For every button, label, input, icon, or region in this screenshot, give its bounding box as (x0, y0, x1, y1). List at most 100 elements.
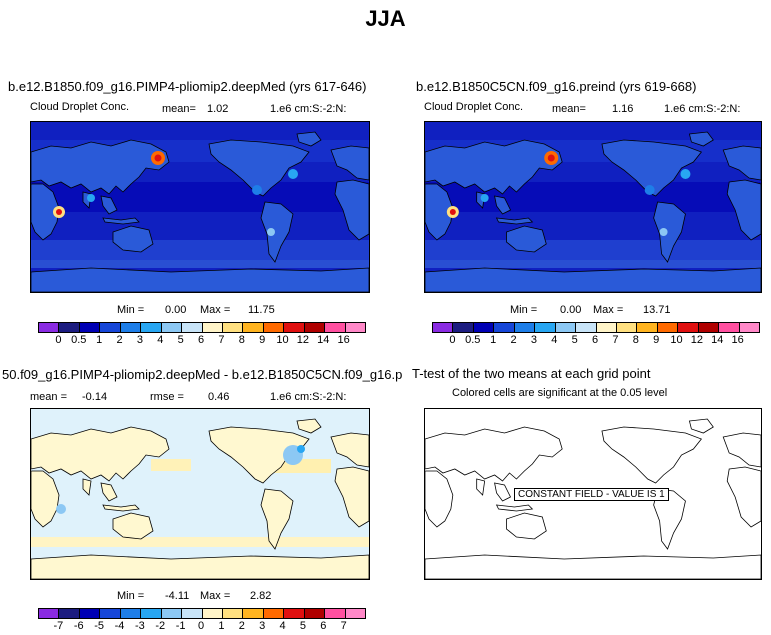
panel2-units: 1.e6 cm:S:-2:N: (664, 103, 741, 115)
colorbar-tick-label: -7 (53, 620, 64, 632)
colorbar-swatch (555, 323, 577, 332)
panel1-max-label: Max = (200, 304, 231, 316)
colorbar-swatch (120, 609, 142, 618)
colorbar-swatch (202, 609, 223, 618)
panel3-units: 1.e6 cm:S:-2:N: (270, 391, 347, 403)
continent-outline (330, 432, 369, 468)
latitude-band (425, 260, 761, 268)
continent-outline (100, 482, 118, 502)
colorbar-swatch (494, 323, 515, 332)
panel2-min-label: Min = (510, 304, 538, 316)
colorbar-swatch (120, 323, 142, 332)
panel2-map (424, 121, 762, 293)
latitude-band (425, 182, 761, 212)
panel3-colorbar (38, 608, 366, 619)
continent-outline (330, 145, 369, 181)
continent-outline (260, 488, 294, 550)
colorbar-swatch (719, 323, 740, 332)
colorbar-tick-label: 8 (238, 334, 245, 346)
colorbar-swatch (141, 323, 162, 332)
colorbar-swatch (182, 609, 203, 618)
panel1-variable: Cloud Droplet Conc. (30, 101, 130, 113)
continent-outline (425, 470, 454, 528)
colorbar-tick-label: 9 (259, 334, 266, 346)
continent-outline (208, 426, 310, 484)
colorbar-swatch (243, 323, 264, 332)
colorbar-swatch (39, 323, 60, 332)
colorbar-swatch (637, 323, 658, 332)
panel2-mean-value: 1.16 (612, 103, 634, 115)
continent-outline (601, 139, 703, 197)
continent-outline (425, 267, 761, 292)
colorbar-swatch (345, 323, 365, 332)
panel2-max-label: Max = (593, 304, 624, 316)
continent-outline (425, 183, 454, 241)
panel2-min-value: 0.00 (560, 304, 582, 316)
colorbar-swatch (202, 323, 223, 332)
panel1-mean-label: mean= (162, 103, 196, 115)
colorbar-swatch (473, 323, 495, 332)
continent-outline (425, 139, 563, 195)
colorbar-tick-label: 0 (55, 334, 62, 346)
panel3-max-label: Max = (200, 590, 231, 602)
continent-outline (31, 267, 369, 292)
continent-outline (506, 512, 547, 540)
colorbar-tick-label: 16 (731, 334, 744, 346)
panel2-max-value: 13.71 (643, 304, 671, 316)
panel2-mean-label: mean= (552, 103, 586, 115)
colorbar-swatch (222, 609, 244, 618)
continent-outline (102, 217, 140, 225)
panel3-map (30, 408, 370, 580)
panel4-constant-field-label: CONSTANT FIELD - VALUE IS 1 (514, 488, 669, 501)
high-concentration-spot (680, 169, 691, 179)
colorbar-swatch (453, 323, 474, 332)
continent-outline (31, 470, 60, 528)
panel3-colorbar-ticks: -7 -6 -5 -4 -3 -2 -1 0 1 2 3 4 5 6 7 (38, 620, 364, 632)
high-concentration-spot (644, 185, 655, 195)
colorbar-tick-label: 16 (337, 334, 350, 346)
continent-outline (102, 504, 140, 512)
field-patch (31, 537, 369, 547)
latitude-band (425, 240, 761, 260)
continent-outline (722, 432, 761, 468)
colorbar-tick-label: 3 (530, 334, 537, 346)
panel1-colorbar-ticks: 0 0.5 1 2 3 4 5 6 7 8 9 10 12 14 16 (38, 334, 364, 346)
colorbar-tick-label: 12 (690, 334, 703, 346)
panel3-mean-value: -0.14 (82, 391, 108, 403)
colorbar-tick-label: 12 (296, 334, 309, 346)
colorbar-swatch (161, 323, 183, 332)
continent-outline (494, 482, 512, 502)
continent-outline (494, 195, 512, 215)
colorbar-tick-label: -2 (155, 620, 166, 632)
panel3-title: 50.f09_g16.PIMP4-pliomip2.deepMed - b.e1… (2, 367, 402, 382)
latitude-band (31, 260, 369, 268)
colorbar-swatch (161, 609, 183, 618)
continent-outline (31, 426, 170, 482)
colorbar-swatch (616, 323, 638, 332)
colorbar-swatch (59, 323, 80, 332)
colorbar-swatch (325, 323, 346, 332)
colorbar-tick-label: 5 (177, 334, 184, 346)
colorbar-swatch (657, 323, 679, 332)
high-concentration-spot (480, 194, 489, 202)
panel2-colorbar-ticks: 0 0.5 1 2 3 4 5 6 7 8 9 10 12 14 16 (432, 334, 758, 346)
colorbar-tick-label: 0 (449, 334, 456, 346)
panel3-min-label: Min = (117, 590, 145, 602)
colorbar-swatch (263, 323, 285, 332)
colorbar-tick-label: 1 (218, 620, 225, 632)
panel1-max-value: 11.75 (248, 304, 275, 316)
continent-outline (476, 478, 486, 496)
panel1-min-value: 0.00 (165, 304, 187, 316)
colorbar-tick-label: 1 (490, 334, 497, 346)
panel1-mean-value: 1.02 (207, 103, 229, 115)
panel1-units: 1.e6 cm:S:-2:N: (270, 103, 347, 115)
high-concentration-spot (449, 209, 456, 215)
continent-outline (726, 179, 761, 241)
continent-outline (296, 418, 322, 434)
latitude-band (31, 182, 369, 212)
panel3-rmse-value: 0.46 (208, 391, 230, 403)
colorbar-tick-label: 9 (653, 334, 660, 346)
high-concentration-spot (252, 185, 262, 195)
colorbar-tick-label: 10 (276, 334, 289, 346)
continent-outline (425, 426, 563, 482)
